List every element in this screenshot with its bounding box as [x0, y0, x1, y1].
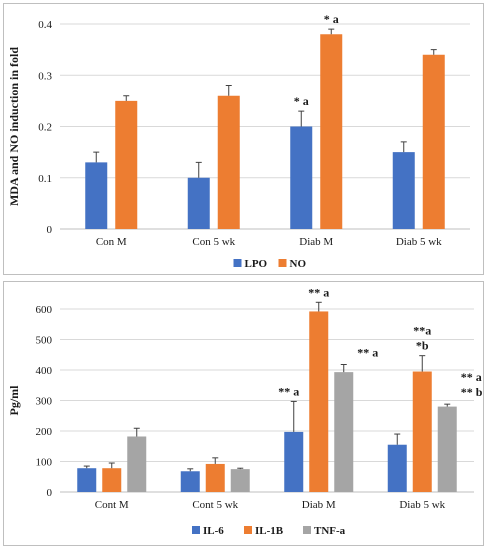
bar-il-6-1	[180, 471, 200, 492]
significance-label: ** a	[461, 370, 482, 384]
significance-label: **a	[413, 324, 431, 338]
x-tick-label: Cont M	[95, 499, 129, 511]
legend-swatch-no	[278, 259, 287, 267]
bar-lpo-2	[290, 126, 313, 229]
significance-label: ** a	[278, 384, 299, 398]
bar-il-6-0	[77, 468, 97, 492]
bar-il-1b-2	[309, 311, 329, 492]
significance-label: ** a	[357, 346, 378, 360]
legend-swatch-lpo	[233, 259, 242, 267]
bar-tnf-a-0	[127, 436, 147, 492]
legend-label-il-1b: IL-1B	[255, 525, 284, 537]
bar-il-6-2	[284, 431, 304, 492]
y-tick-label: 0.4	[38, 19, 52, 31]
chart-cytokines-svg: 0 100 200 300 400 500 600 Pg/ml Cont M Cont 5 wk *…	[7, 285, 483, 537]
chart-panel-oxidative: 0 0.1 0.2 0.3 0.4 MDA and NO induction in fol…	[3, 3, 484, 275]
chart-panel-cytokines: 0 100 200 300 400 500 600 Pg/ml Cont M Cont 5 wk *…	[3, 281, 484, 546]
x-tick-label: Diab M	[299, 236, 333, 248]
y-tick-label: 100	[36, 457, 53, 469]
y-tick-label: 0	[47, 487, 53, 499]
y-tick-label: 0	[47, 224, 53, 236]
x-tick-label: Diab M	[302, 499, 336, 511]
legend-label-il-6: IL-6	[203, 525, 224, 537]
bar-il-1b-0	[102, 468, 122, 492]
bar-il-6-3	[387, 444, 407, 492]
bar-tnf-a-2	[334, 372, 354, 492]
y-axis-label: Pg/ml	[7, 385, 21, 416]
bar-lpo-1	[187, 177, 210, 229]
y-tick-label: 0.1	[38, 173, 52, 185]
bar-no-3	[422, 54, 445, 229]
legend-swatch-il-1b	[244, 526, 252, 534]
chart-oxidative-svg: 0 0.1 0.2 0.3 0.4 MDA and NO induction in fol…	[7, 12, 470, 270]
bar-no-1	[217, 95, 240, 229]
x-tick-label: Diab 5 wk	[399, 499, 445, 511]
y-tick-label: 500	[36, 335, 53, 347]
bar-no-0	[115, 100, 138, 229]
y-tick-label: 600	[36, 304, 53, 316]
y-tick-label: 300	[36, 396, 53, 408]
legend-label-lpo: LPO	[245, 258, 268, 270]
significance-label: * a	[294, 94, 309, 108]
bar-il-1b-3	[412, 371, 432, 492]
significance-label: ** b	[461, 385, 483, 399]
y-tick-label: 400	[36, 365, 53, 377]
bar-lpo-0	[85, 162, 108, 229]
legend-label-tnf-a: TNF-a	[314, 525, 346, 537]
legend-swatch-tnf-a	[303, 526, 311, 534]
x-tick-label: Con M	[96, 236, 127, 248]
x-tick-label: Con 5 wk	[192, 236, 235, 248]
legend-label-no: NO	[290, 258, 307, 270]
legend-swatch-il-6	[192, 526, 200, 534]
bar-tnf-a-1	[230, 469, 250, 492]
x-tick-label: Cont 5 wk	[192, 499, 238, 511]
significance-label: ** a	[308, 285, 329, 299]
y-tick-label: 0.2	[38, 122, 52, 134]
bar-lpo-3	[392, 152, 415, 229]
y-tick-label: 0.3	[38, 70, 52, 82]
y-axis-label: MDA and NO induction in fold	[7, 47, 21, 206]
significance-label: * a	[324, 12, 339, 26]
x-tick-label: Diab 5 wk	[396, 236, 442, 248]
y-tick-label: 200	[36, 426, 53, 438]
significance-label: *b	[416, 339, 429, 353]
bar-tnf-a-3	[437, 406, 457, 492]
bar-il-1b-1	[205, 463, 225, 492]
bar-no-2	[320, 34, 343, 229]
